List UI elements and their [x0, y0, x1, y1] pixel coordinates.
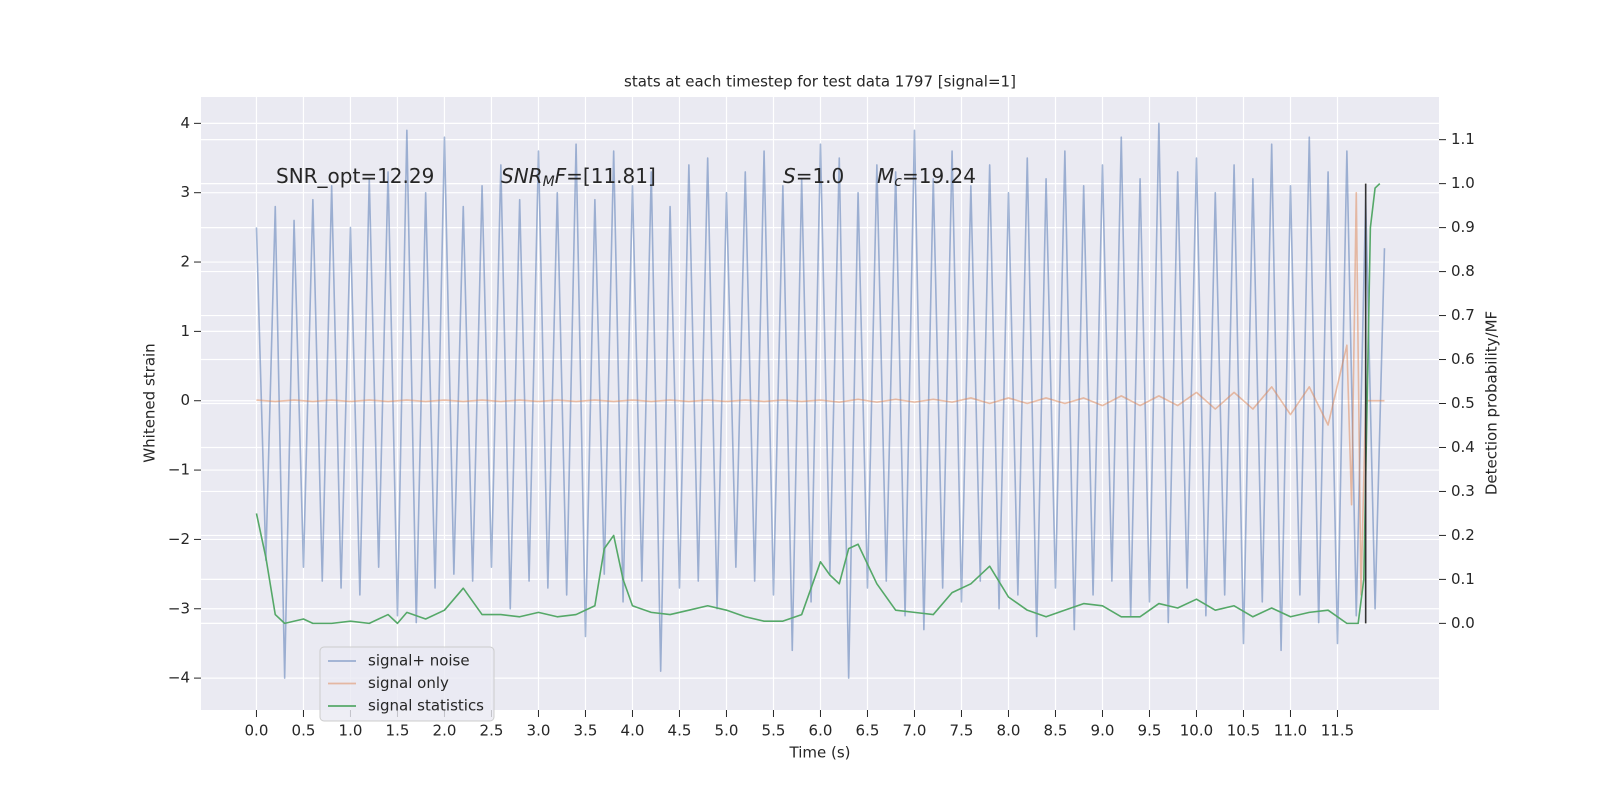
x-tick-label: 2.0 [433, 722, 457, 740]
y2-tick-label: 0.3 [1451, 482, 1475, 500]
y2-tick-label: 1.1 [1451, 130, 1475, 148]
annotation: SNRMF=[11.81] [501, 164, 656, 191]
y2-axis-label: Detection probability/MF [1483, 311, 1501, 495]
x-tick-label: 8.5 [1044, 722, 1068, 740]
series-line [256, 191, 1385, 596]
x-tick-label: 2.5 [480, 722, 504, 740]
x-tick-label: 10.5 [1227, 722, 1260, 740]
x-tick-label: 5.0 [715, 722, 739, 740]
x-tick-label: 8.0 [997, 722, 1021, 740]
x-tick-label: 5.5 [762, 722, 786, 740]
x-tick-label: 4.0 [621, 722, 645, 740]
x-tick-label: 4.5 [668, 722, 692, 740]
annotation: SNR_opt=12.29 [276, 164, 434, 188]
y2-tick-label: 0.8 [1451, 262, 1475, 280]
x-tick-label: 1.0 [339, 722, 363, 740]
y2-tick-label: 0.6 [1451, 350, 1475, 368]
x-tick-label: 9.0 [1091, 722, 1115, 740]
x-tick-label: 0.5 [292, 722, 316, 740]
legend-label: signal statistics [368, 697, 484, 715]
y-tick-label: 2 [180, 253, 190, 271]
y2-tick-label: 0.0 [1451, 614, 1475, 632]
annotation: Mc=19.24 [877, 164, 976, 191]
y2-tick-label: 0.5 [1451, 394, 1475, 412]
annotation-part: =1.0 [796, 164, 845, 188]
y2-tick-label: 0.2 [1451, 526, 1475, 544]
y-tick-label: 3 [180, 183, 190, 201]
y2-tick-label: 0.4 [1451, 438, 1475, 456]
annotation-part: SNR_opt=12.29 [276, 164, 434, 188]
annotation-part: S [783, 164, 796, 188]
x-tick-label: 0.0 [245, 722, 269, 740]
legend-label: signal only [368, 674, 449, 692]
x-tick-label: 7.5 [950, 722, 974, 740]
annotation-part: SNR [501, 164, 543, 188]
chart-title: stats at each timestep for test data 179… [624, 73, 1016, 91]
x-tick-label: 3.0 [527, 722, 551, 740]
y-tick-label: 4 [180, 114, 190, 132]
annotation-part: c [894, 174, 902, 190]
x-tick-label: 1.5 [386, 722, 410, 740]
legend-box [319, 646, 495, 722]
series-line [255, 183, 1381, 625]
x-tick-label: 10.0 [1180, 722, 1213, 740]
x-axis-label: Time (s) [789, 744, 851, 762]
y-tick-label: −4 [168, 669, 190, 687]
annotation-part: M [877, 164, 894, 188]
y-tick-label: −2 [168, 530, 190, 548]
y-tick-label: −1 [168, 461, 190, 479]
annotation: S=1.0 [783, 164, 844, 188]
y-tick-label: −3 [168, 599, 190, 617]
y2-tick-label: 0.7 [1451, 306, 1475, 324]
annotation-part: M [543, 174, 555, 190]
y2-tick-label: 1.0 [1451, 174, 1475, 192]
x-tick-label: 9.5 [1138, 722, 1162, 740]
annotation-part: =19.24 [902, 164, 976, 188]
x-tick-label: 11.0 [1274, 722, 1307, 740]
x-tick-label: 3.5 [574, 722, 598, 740]
series-line [255, 122, 1386, 679]
y-tick-label: 1 [180, 322, 190, 340]
x-tick-label: 6.0 [809, 722, 833, 740]
y-tick-label: 0 [180, 391, 190, 409]
y2-tick-label: 0.1 [1451, 570, 1475, 588]
annotation-part: =[11.81] [566, 164, 656, 188]
legend-label: signal+ noise [368, 652, 470, 670]
y-axis-label: Whitened strain [141, 343, 159, 462]
y2-tick-label: 0.9 [1451, 218, 1475, 236]
annotation-part: F [555, 164, 567, 188]
x-tick-label: 6.5 [856, 722, 880, 740]
x-tick-label: 11.5 [1321, 722, 1354, 740]
x-tick-label: 7.0 [903, 722, 927, 740]
